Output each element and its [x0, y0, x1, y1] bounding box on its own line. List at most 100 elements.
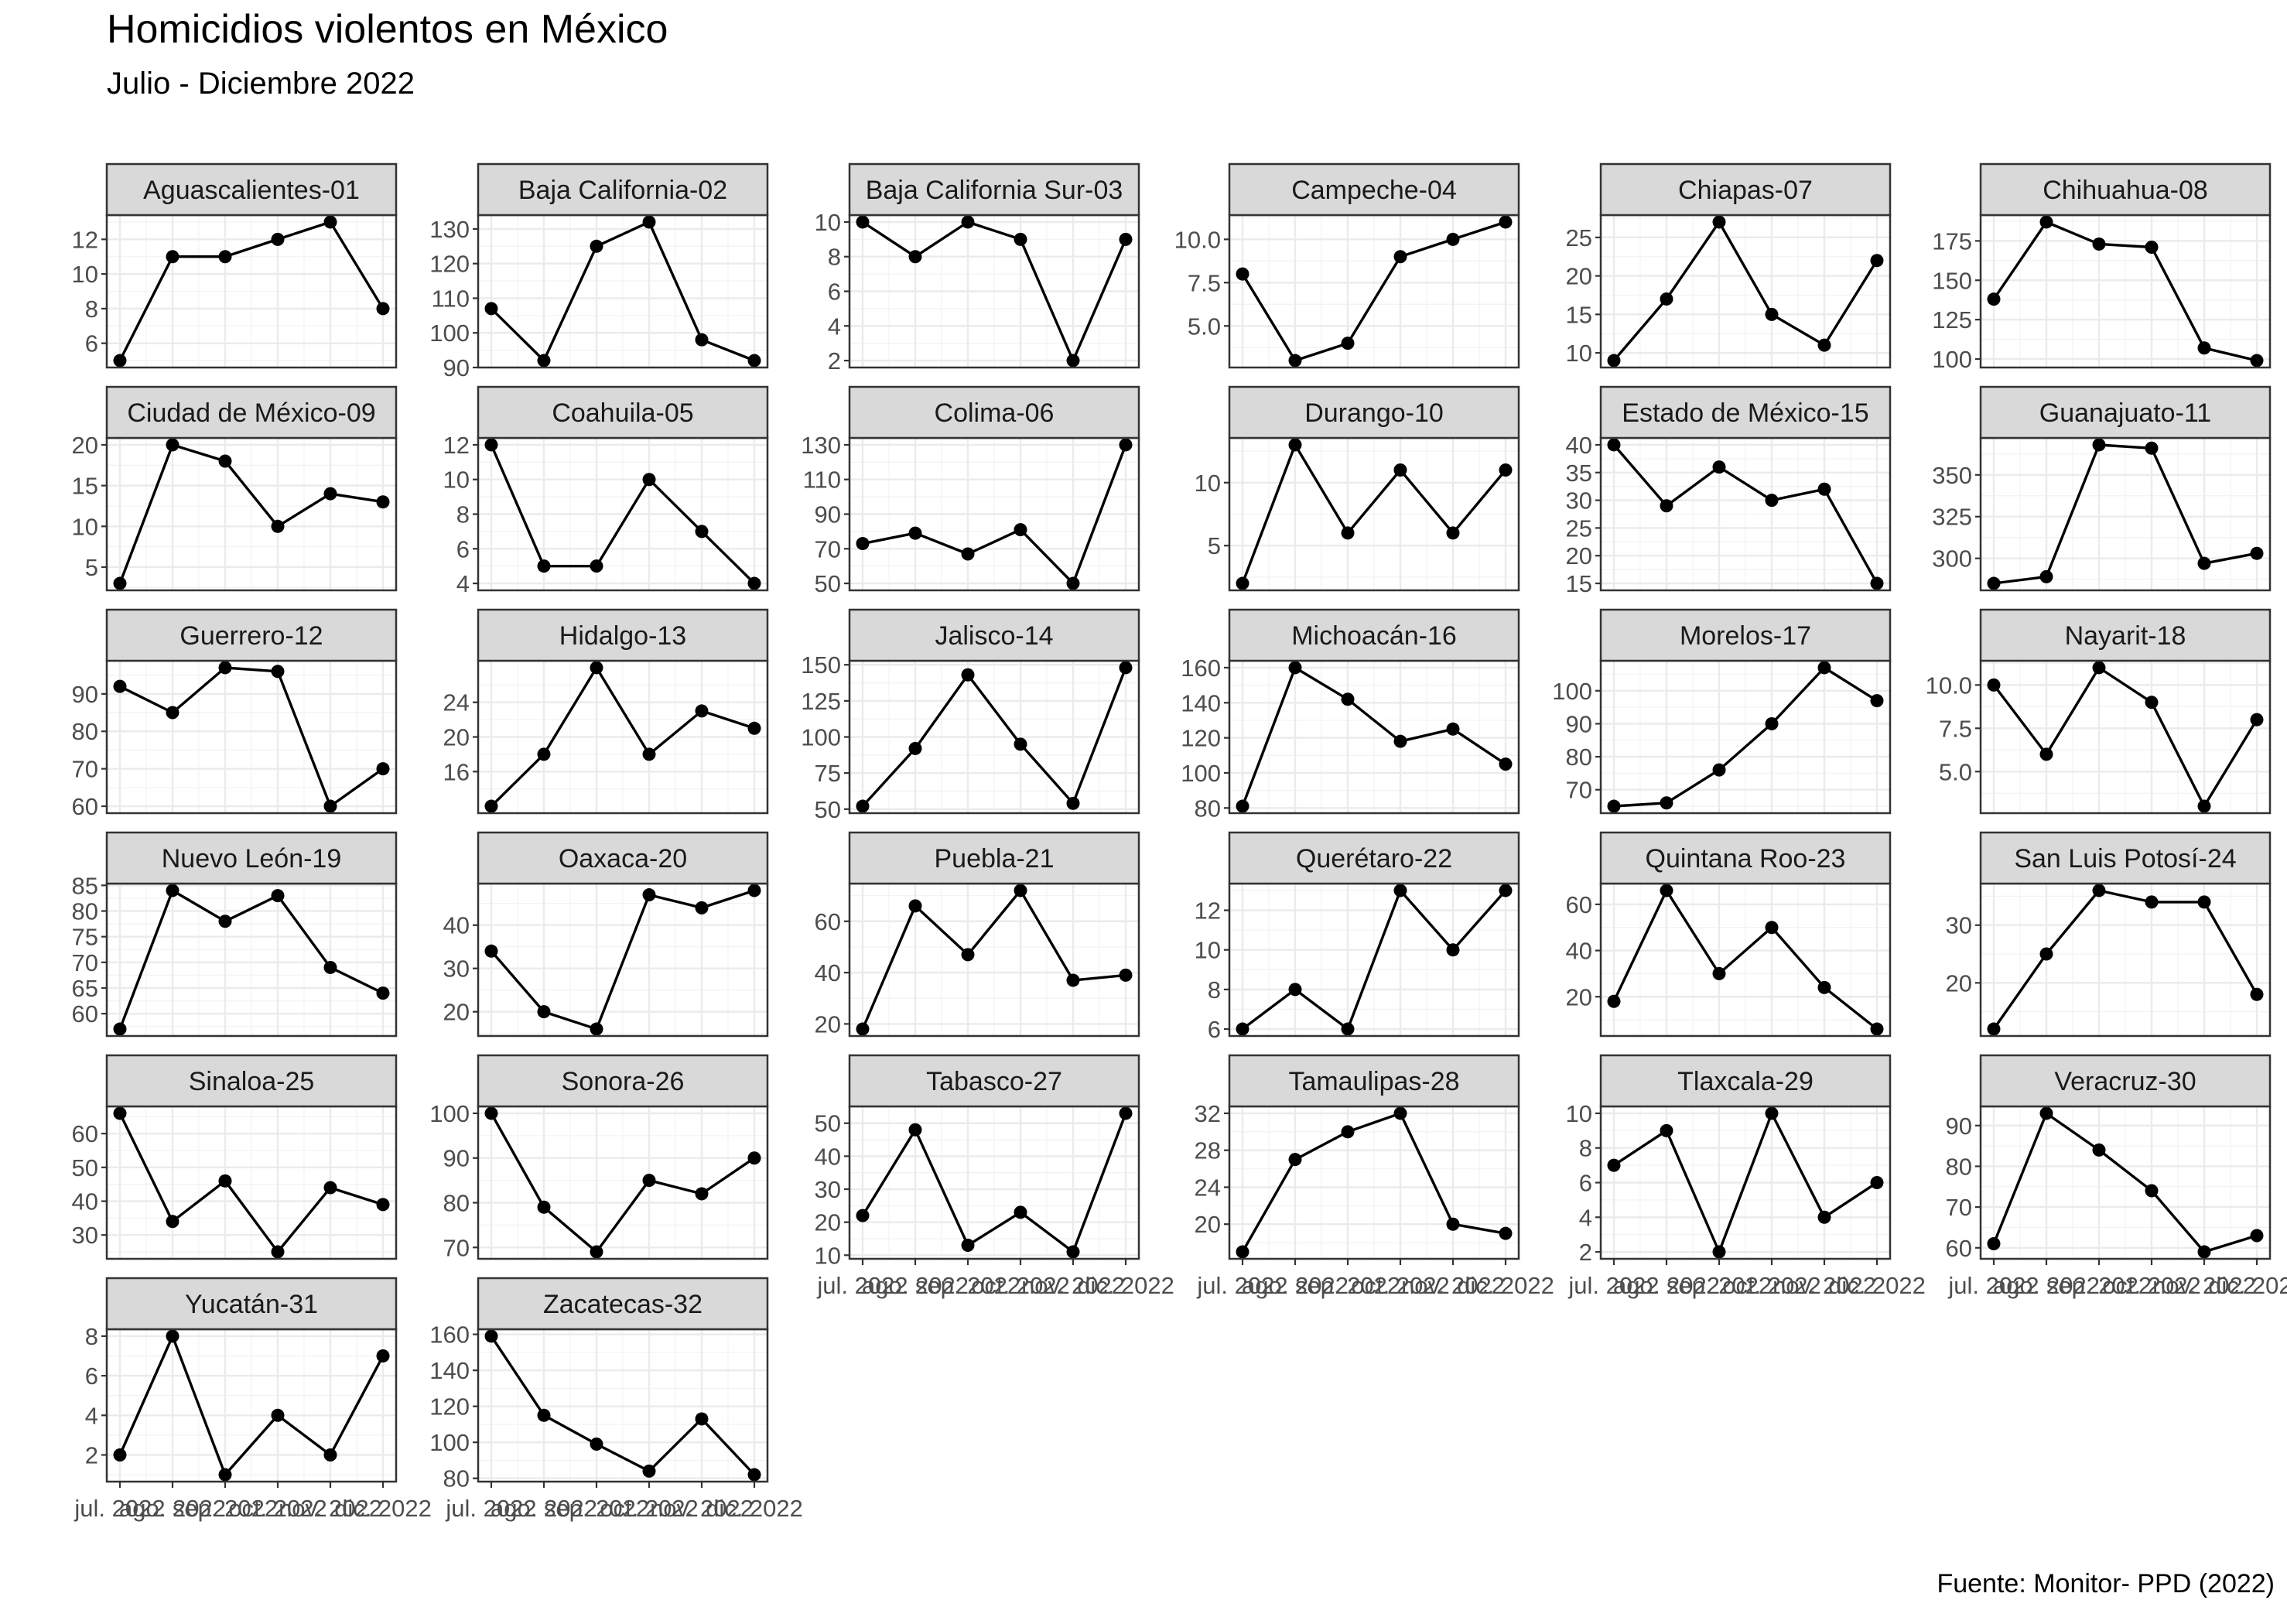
- facet-label: Chiapas-07: [1678, 176, 1813, 205]
- data-point: [695, 704, 709, 718]
- x-tick-label: nov. 2022: [1401, 1272, 1505, 1299]
- x-tick-label: nov. 2022: [1021, 1272, 1125, 1299]
- y-tick-label: 2: [828, 347, 841, 374]
- y-tick-label: 20: [815, 1010, 841, 1038]
- data-point: [2250, 546, 2264, 560]
- y-tick-label: 70: [1566, 777, 1592, 804]
- data-point: [1446, 526, 1460, 540]
- data-point: [218, 1468, 232, 1482]
- data-point: [1987, 1022, 2001, 1036]
- y-tick-label: 5.0: [1939, 758, 1972, 785]
- facet-label: Guerrero-12: [179, 621, 323, 651]
- data-point: [484, 944, 498, 958]
- facet-label: Tabasco-27: [926, 1067, 1062, 1096]
- x-tick-label: oct. 2022: [1722, 1272, 1821, 1299]
- facet-label: Morelos-17: [1680, 621, 1811, 651]
- facet-strip: [1979, 1054, 2272, 1108]
- y-tick-label: 150: [801, 651, 841, 679]
- y-tick-label: 70: [72, 949, 98, 976]
- y-tick-label: 60: [1566, 891, 1592, 918]
- data-point: [1014, 1205, 1027, 1219]
- data-point: [1341, 1125, 1355, 1139]
- x-tick-label: oct. 2022: [1351, 1272, 1450, 1299]
- data-point: [1499, 884, 1513, 897]
- chart-caption: Fuente: Monitor- PPD (2022): [1937, 1569, 2275, 1598]
- y-tick-label: 10: [1566, 1100, 1592, 1127]
- data-point: [856, 215, 870, 229]
- y-tick-label: 6: [85, 330, 98, 357]
- y-tick-label: 140: [1181, 689, 1221, 716]
- series-line: [1992, 666, 2258, 808]
- facet-strip: [1599, 1054, 1892, 1108]
- facet-strip: [1599, 162, 1892, 217]
- data-point: [1066, 576, 1080, 590]
- data-point: [484, 438, 498, 452]
- data-point: [376, 986, 390, 1000]
- y-tick-label: 65: [72, 975, 98, 1002]
- y-tick-label: 100: [1932, 346, 1972, 373]
- data-point: [642, 1174, 656, 1188]
- data-point: [1288, 354, 1302, 368]
- y-tick-label: 8: [85, 1323, 98, 1350]
- y-tick-label: 4: [1579, 1204, 1592, 1231]
- facet-label: Puebla-21: [934, 844, 1054, 874]
- y-tick-label: 30: [443, 956, 470, 983]
- data-point: [1341, 692, 1355, 706]
- facet-strip: [1599, 385, 1892, 439]
- data-point: [1119, 438, 1133, 452]
- data-point: [695, 525, 709, 538]
- data-point: [376, 762, 390, 776]
- data-point: [747, 884, 761, 897]
- facet-label: Querétaro-22: [1296, 844, 1452, 874]
- y-tick-label: 30: [72, 1222, 98, 1249]
- y-tick-label: 80: [1195, 795, 1221, 822]
- data-point: [166, 1215, 179, 1229]
- data-point: [908, 899, 922, 913]
- data-point: [218, 1174, 232, 1188]
- data-point: [484, 302, 498, 316]
- data-point: [1607, 354, 1621, 368]
- y-tick-label: 100: [429, 320, 470, 347]
- facet-label: Baja California-02: [518, 176, 727, 205]
- y-tick-label: 60: [1946, 1235, 1972, 1262]
- facet-panel: 10 15 20 25 Chiapas-07: [1566, 162, 1892, 369]
- data-point: [1014, 523, 1027, 537]
- data-point: [1607, 799, 1621, 813]
- data-point: [484, 1106, 498, 1120]
- y-tick-label: 160: [429, 1321, 470, 1349]
- y-tick-label: 100: [1181, 760, 1221, 787]
- data-point: [1288, 438, 1302, 452]
- facet-label: Nayarit-18: [2065, 621, 2186, 651]
- facet-strip: [1979, 831, 2272, 885]
- data-point: [537, 559, 551, 573]
- y-tick-label: 90: [443, 1145, 470, 1172]
- data-point: [961, 948, 975, 962]
- facet-label: Tamaulipas-28: [1288, 1067, 1459, 1096]
- data-point: [747, 576, 761, 590]
- data-point: [1014, 884, 1027, 897]
- facet-panel: 20 40 60 Puebla-21: [815, 831, 1140, 1038]
- series-line: [118, 889, 384, 1030]
- y-tick-label: 12: [72, 226, 98, 253]
- y-tick-label: 25: [1566, 515, 1592, 542]
- facet-strip: [1228, 162, 1520, 217]
- data-point: [961, 547, 975, 561]
- data-point: [1870, 1022, 1884, 1036]
- data-point: [961, 215, 975, 229]
- facet-strip: [1979, 608, 2272, 662]
- data-point: [747, 354, 761, 368]
- data-point: [747, 1468, 761, 1482]
- facet-label: Durango-10: [1304, 398, 1444, 428]
- y-tick-label: 10: [1195, 937, 1221, 964]
- facet-label: Yucatán-31: [185, 1290, 318, 1319]
- y-tick-label: 15: [1566, 301, 1592, 328]
- data-point: [323, 1181, 337, 1195]
- data-point: [1712, 215, 1726, 229]
- facet-label: Coahuila-05: [552, 398, 693, 428]
- y-tick-label: 10.0: [1926, 672, 1972, 699]
- facet-label: Sinaloa-25: [189, 1067, 315, 1096]
- y-tick-label: 2: [85, 1441, 98, 1468]
- y-tick-label: 20: [1566, 542, 1592, 569]
